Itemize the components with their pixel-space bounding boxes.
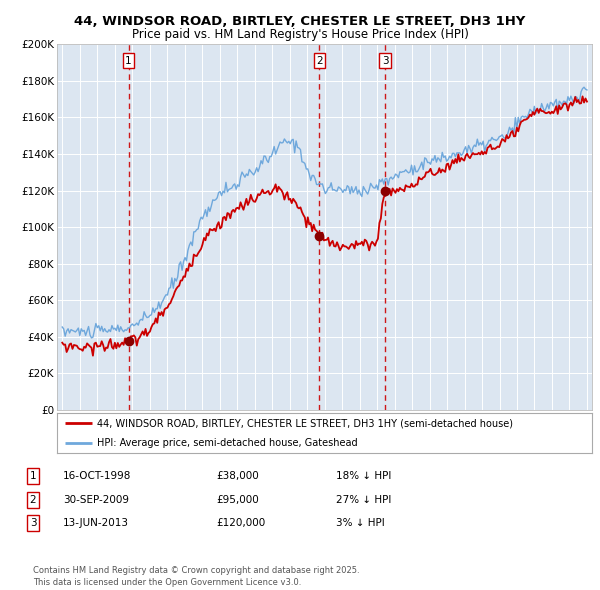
Text: 3: 3: [29, 519, 37, 528]
Text: 1: 1: [125, 55, 132, 65]
Text: 3% ↓ HPI: 3% ↓ HPI: [336, 519, 385, 528]
Text: 27% ↓ HPI: 27% ↓ HPI: [336, 495, 391, 504]
Text: Contains HM Land Registry data © Crown copyright and database right 2025.
This d: Contains HM Land Registry data © Crown c…: [33, 566, 359, 587]
Text: 30-SEP-2009: 30-SEP-2009: [63, 495, 129, 504]
Text: 44, WINDSOR ROAD, BIRTLEY, CHESTER LE STREET, DH3 1HY: 44, WINDSOR ROAD, BIRTLEY, CHESTER LE ST…: [74, 15, 526, 28]
Text: 2: 2: [316, 55, 323, 65]
Text: 1: 1: [29, 471, 37, 481]
Text: 3: 3: [382, 55, 388, 65]
Text: 16-OCT-1998: 16-OCT-1998: [63, 471, 131, 481]
Text: 13-JUN-2013: 13-JUN-2013: [63, 519, 129, 528]
Text: Price paid vs. HM Land Registry's House Price Index (HPI): Price paid vs. HM Land Registry's House …: [131, 28, 469, 41]
Text: £95,000: £95,000: [216, 495, 259, 504]
Text: 44, WINDSOR ROAD, BIRTLEY, CHESTER LE STREET, DH3 1HY (semi-detached house): 44, WINDSOR ROAD, BIRTLEY, CHESTER LE ST…: [97, 418, 513, 428]
Text: £120,000: £120,000: [216, 519, 265, 528]
Text: 18% ↓ HPI: 18% ↓ HPI: [336, 471, 391, 481]
Text: £38,000: £38,000: [216, 471, 259, 481]
Text: HPI: Average price, semi-detached house, Gateshead: HPI: Average price, semi-detached house,…: [97, 438, 358, 448]
Text: 2: 2: [29, 495, 37, 504]
